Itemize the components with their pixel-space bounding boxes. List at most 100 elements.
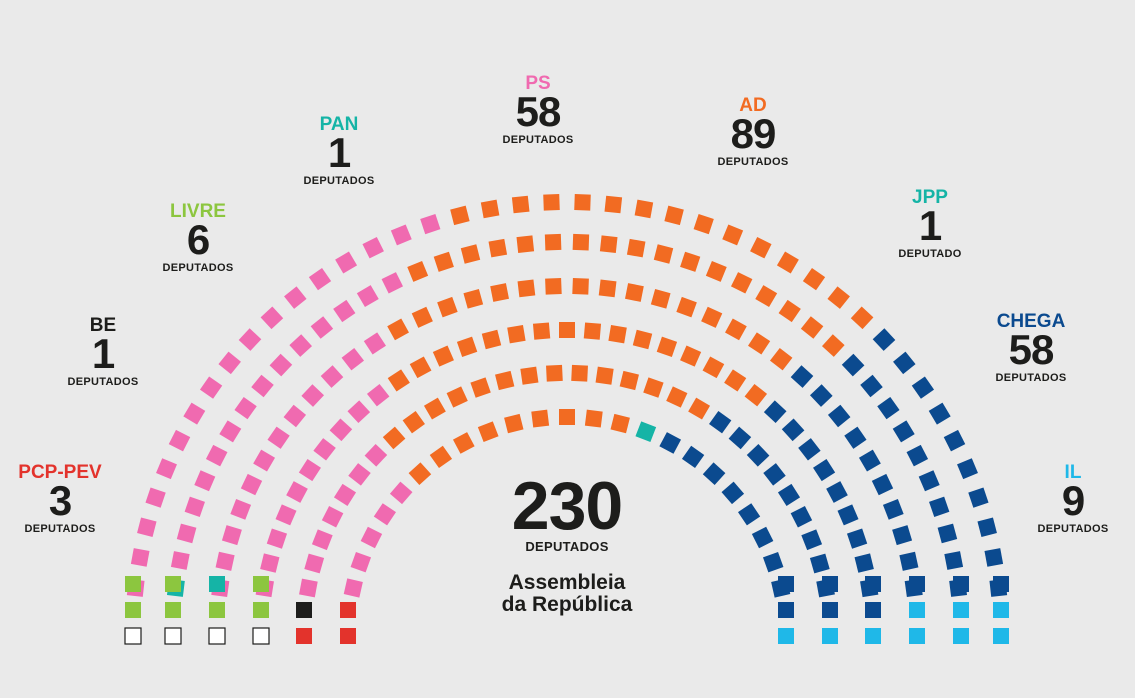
seat-chega	[826, 481, 848, 503]
seat-ad	[387, 318, 409, 341]
seat-ps	[350, 551, 372, 573]
party-name: IL	[1064, 462, 1082, 483]
seat-ad	[650, 288, 671, 309]
seat-ad	[574, 194, 591, 211]
seat-ps	[333, 299, 356, 323]
seat-empty	[124, 627, 142, 645]
seat-chega	[822, 576, 838, 592]
seat-ad	[382, 426, 406, 450]
party-seat-label: DEPUTADOS	[67, 376, 139, 388]
party-name: CHEGA	[996, 311, 1066, 332]
seat-ad	[598, 279, 617, 298]
seat-ad	[800, 316, 824, 339]
seat-ps	[183, 402, 206, 425]
seat-ad	[507, 324, 526, 344]
seat-chega	[751, 526, 774, 549]
seat-ad	[688, 397, 711, 420]
seat-chega	[762, 551, 784, 573]
seat-ps	[269, 353, 293, 377]
seat-ad	[495, 370, 515, 391]
seat-chega	[702, 462, 726, 486]
seat-ps	[251, 374, 274, 398]
seat-chega	[721, 481, 745, 505]
seat-ad	[520, 366, 539, 385]
seat-ps	[260, 306, 284, 330]
seat-ps	[267, 426, 290, 449]
seat-ps	[184, 496, 205, 517]
seat-chega	[798, 438, 821, 461]
seat-ps	[320, 365, 344, 388]
seat-ps	[341, 347, 365, 371]
seat-chega	[681, 445, 705, 469]
party-label-chega: CHEGA 58 DEPUTADOS	[956, 312, 1106, 384]
seat-ps	[156, 458, 177, 480]
seat-chega	[854, 553, 874, 573]
seat-ad	[452, 432, 475, 454]
seat-ad	[666, 386, 688, 408]
party-seat-count: 1	[327, 129, 351, 176]
seat-ps	[286, 481, 308, 503]
seat-chega	[763, 400, 787, 424]
seat-il	[778, 628, 794, 644]
seat-ps	[194, 470, 216, 492]
party-name: LIVRE	[170, 201, 226, 222]
seat-livre	[165, 602, 181, 618]
party-seat-label: DEPUTADOS	[1037, 523, 1109, 535]
seat-ad	[488, 238, 508, 258]
seat-ad	[408, 462, 432, 486]
seat-ps	[283, 404, 307, 428]
seat-ad	[463, 288, 484, 309]
party-seat-label: DEPUTADOS	[717, 156, 789, 168]
party-seat-count: 1	[91, 330, 115, 377]
seat-ad	[460, 244, 481, 264]
chamber-name-line2: da República	[501, 593, 633, 617]
seat-il	[993, 602, 1009, 618]
seat-empty	[208, 627, 226, 645]
seat-empty	[252, 627, 270, 645]
seat-ad	[432, 345, 454, 367]
party-seat-label: DEPUTADOS	[502, 134, 574, 146]
seat-il	[865, 628, 881, 644]
seat-ps	[362, 236, 384, 259]
seat-ad	[755, 285, 778, 308]
seat-ps	[381, 272, 404, 294]
seat-ad	[595, 366, 614, 385]
seat-ad	[701, 306, 723, 328]
seat-chega	[822, 602, 838, 618]
seat-ps	[335, 251, 358, 274]
seat-ps	[275, 504, 297, 526]
seat-chega	[899, 551, 919, 571]
seat-ps	[130, 548, 150, 567]
seat-ad	[625, 283, 644, 302]
seat-pan	[209, 576, 225, 592]
seat-ps	[137, 517, 157, 538]
seat-ps	[145, 487, 166, 508]
seat-ad	[776, 251, 799, 274]
seat-ad	[724, 369, 747, 392]
seat-ps	[234, 396, 257, 420]
seat-empty	[164, 627, 182, 645]
seat-livre	[125, 602, 141, 618]
seat-chega	[790, 506, 813, 528]
seat-chega	[777, 483, 801, 506]
seat-il	[822, 628, 838, 644]
seat-ps	[240, 473, 263, 496]
seat-chega	[846, 528, 868, 549]
seat-ad	[604, 195, 623, 214]
seat-chega	[877, 396, 900, 420]
seat-chega	[944, 551, 964, 570]
party-seat-label: DEPUTADOS	[303, 175, 375, 187]
seat-ad	[680, 345, 702, 367]
party-seat-label: DEPUTADOS	[995, 372, 1067, 384]
seat-chega	[918, 470, 940, 492]
seat-ad	[504, 413, 524, 434]
seat-ps	[313, 438, 336, 461]
seat-chega	[937, 523, 958, 544]
party-seat-count: 3	[48, 477, 72, 524]
seat-ps	[199, 376, 223, 399]
seat-chega	[943, 429, 966, 452]
seat-chega	[929, 496, 950, 517]
seat-chega	[801, 529, 823, 551]
seat-ps	[308, 267, 332, 291]
seat-chega	[778, 602, 794, 618]
